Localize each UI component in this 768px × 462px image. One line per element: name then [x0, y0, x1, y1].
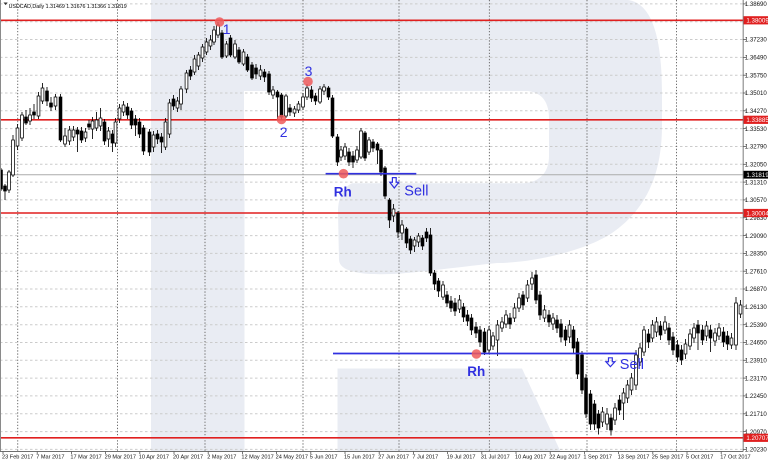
svg-text:1.34270: 1.34270	[745, 108, 768, 115]
svg-text:24 May 2017: 24 May 2017	[276, 454, 308, 460]
svg-text:1.35750: 1.35750	[745, 72, 768, 79]
svg-text:1.31310: 1.31310	[745, 179, 768, 186]
svg-text:17 Mar 2017: 17 Mar 2017	[70, 454, 101, 460]
svg-text:1.25390: 1.25390	[745, 322, 768, 329]
svg-text:1: 1	[223, 21, 231, 37]
svg-text:1.21710: 1.21710	[745, 411, 768, 418]
svg-text:3: 3	[305, 63, 313, 79]
svg-text:31 Jul 2017: 31 Jul 2017	[481, 454, 510, 460]
svg-text:1.23170: 1.23170	[745, 375, 768, 382]
svg-text:Rh: Rh	[334, 185, 352, 200]
svg-text:12 May 2017: 12 May 2017	[241, 454, 273, 460]
svg-text:29 Mar 2017: 29 Mar 2017	[105, 454, 136, 460]
svg-text:1.20230: 1.20230	[745, 447, 768, 454]
svg-text:27 Jun 2017: 27 Jun 2017	[378, 454, 409, 460]
svg-text:1.26130: 1.26130	[745, 304, 768, 311]
svg-text:7 Mar 2017: 7 Mar 2017	[36, 454, 64, 460]
svg-text:1.35010: 1.35010	[745, 90, 768, 97]
svg-text:22 Aug 2017: 22 Aug 2017	[549, 454, 580, 460]
svg-text:1.29090: 1.29090	[745, 233, 768, 240]
svg-text:1.26870: 1.26870	[745, 286, 768, 293]
svg-text:1.38009: 1.38009	[746, 18, 768, 25]
svg-text:15 Jun 2017: 15 Jun 2017	[344, 454, 375, 460]
svg-text:25 Sep 2017: 25 Sep 2017	[652, 454, 684, 460]
svg-text:19 Jul 2017: 19 Jul 2017	[447, 454, 476, 460]
svg-text:1.27610: 1.27610	[745, 268, 768, 275]
svg-text:1.38690: 1.38690	[745, 1, 768, 8]
svg-text:1 Sep 2017: 1 Sep 2017	[583, 454, 612, 460]
svg-text:13 Sep 2017: 13 Sep 2017	[618, 454, 650, 460]
svg-text:1.24650: 1.24650	[745, 340, 768, 347]
svg-text:2 May 2017: 2 May 2017	[207, 454, 236, 460]
svg-text:1.31819: 1.31819	[746, 172, 768, 179]
svg-text:1.29830: 1.29830	[745, 215, 768, 222]
svg-text:USDCAD,Daily 1.31469 1.31676: USDCAD,Daily 1.31469 1.31676 1.31366 1.3…	[9, 4, 127, 10]
svg-text:2: 2	[280, 124, 288, 140]
svg-text:1.22450: 1.22450	[745, 393, 768, 400]
svg-text:20 Apr 2017: 20 Apr 2017	[173, 454, 203, 460]
svg-text:17 Oct 2017: 17 Oct 2017	[720, 454, 750, 460]
svg-text:1.33530: 1.33530	[745, 126, 768, 133]
svg-text:10 Apr 2017: 10 Apr 2017	[139, 454, 169, 460]
svg-text:1.30004: 1.30004	[746, 210, 768, 217]
svg-text:Sell: Sell	[620, 357, 644, 373]
svg-text:1.33885: 1.33885	[746, 117, 768, 124]
svg-text:1.32050: 1.32050	[745, 162, 768, 169]
svg-text:7 Jul 2017: 7 Jul 2017	[412, 454, 438, 460]
svg-text:1.36490: 1.36490	[745, 55, 768, 62]
svg-text:1.32790: 1.32790	[745, 144, 768, 151]
svg-text:1.23910: 1.23910	[745, 358, 768, 365]
svg-text:Rh: Rh	[467, 364, 485, 379]
svg-text:1.28350: 1.28350	[745, 251, 768, 258]
svg-text:5 Jun 2017: 5 Jun 2017	[310, 454, 338, 460]
svg-text:Sell: Sell	[404, 183, 428, 199]
svg-text:1.30570: 1.30570	[745, 197, 768, 204]
svg-text:10 Aug 2017: 10 Aug 2017	[515, 454, 546, 460]
svg-text:1.37230: 1.37230	[745, 37, 768, 44]
svg-text:5 Oct 2017: 5 Oct 2017	[686, 454, 713, 460]
svg-text:23 Feb 2017: 23 Feb 2017	[2, 454, 33, 460]
svg-text:1.20970: 1.20970	[745, 429, 768, 436]
svg-text:1.20707: 1.20707	[746, 435, 768, 442]
